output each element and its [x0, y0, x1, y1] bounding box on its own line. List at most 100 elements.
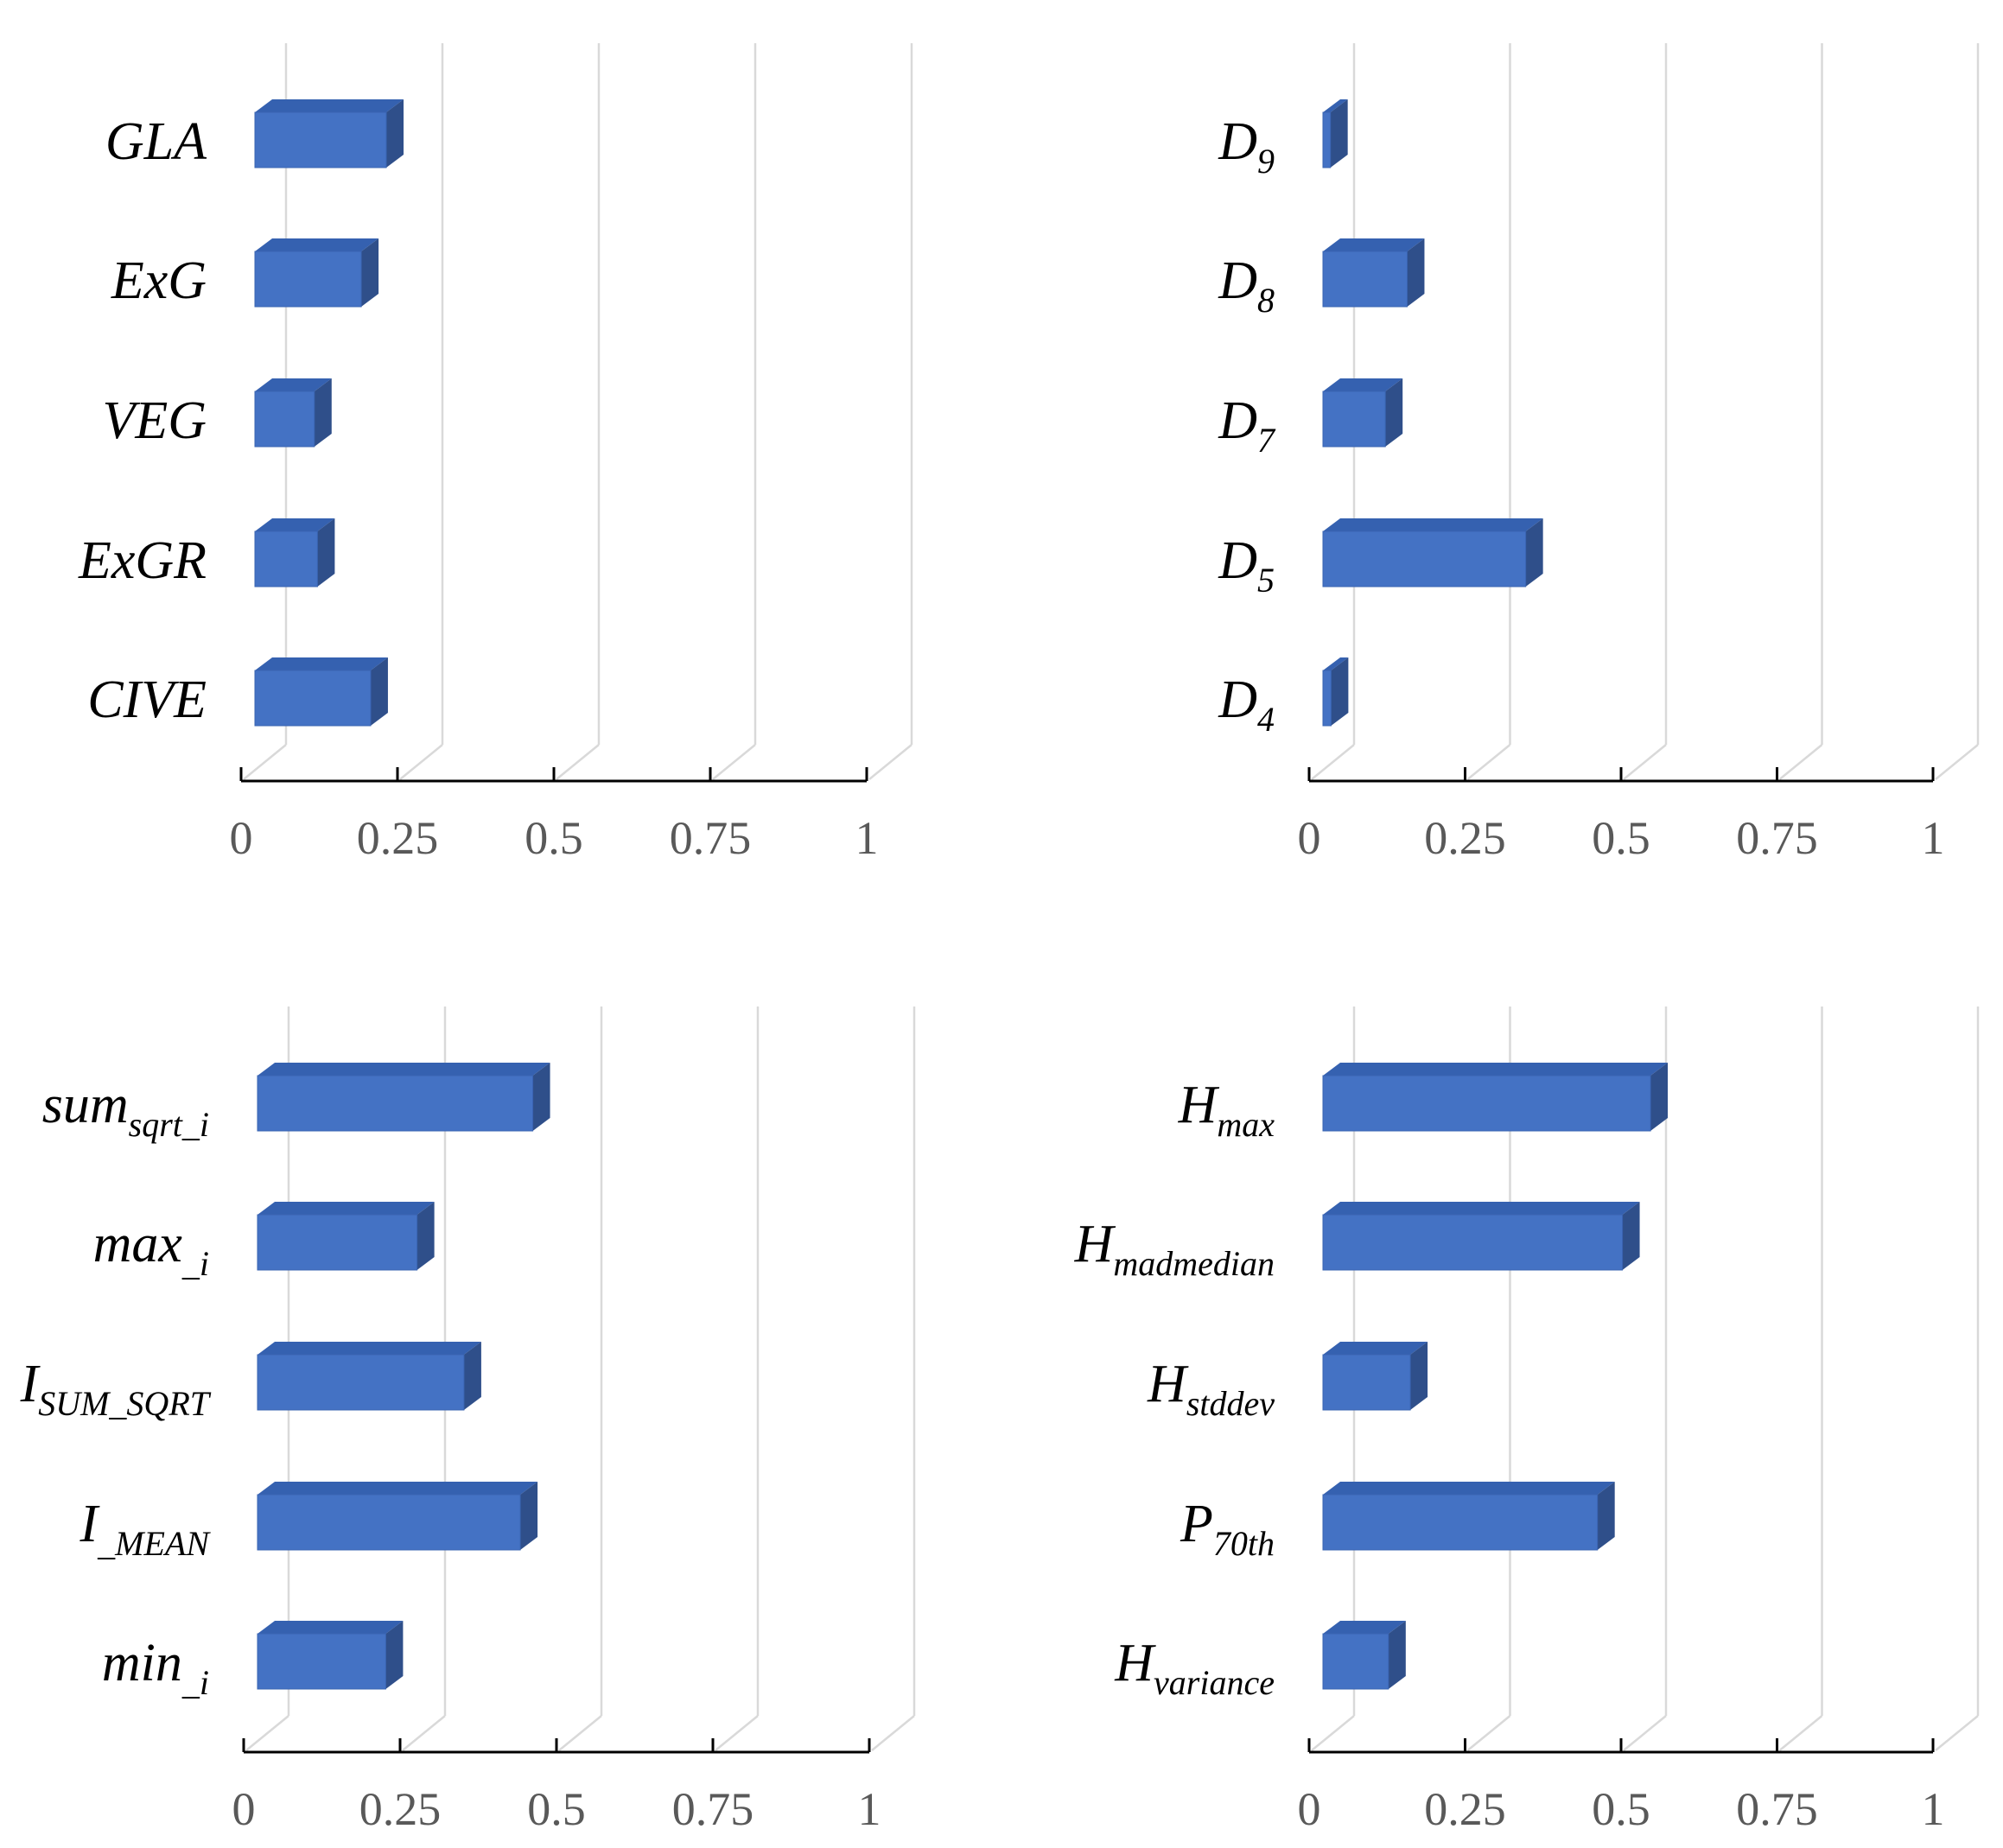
category-label-subscript: 5: [1257, 561, 1275, 600]
bar-front-face: [1322, 1354, 1411, 1411]
bar-side-face: [1650, 1063, 1669, 1131]
bar-top-face: [1323, 1482, 1615, 1495]
bar-top-face: [1323, 657, 1349, 670]
gridline-floor: [1623, 1715, 1667, 1751]
gridline-floor: [1623, 744, 1667, 780]
x-tick-label: 0: [1298, 1783, 1321, 1835]
gridline: [1935, 1007, 1980, 1751]
category-label: min_i: [102, 1634, 209, 1702]
gridline-floor: [1935, 1715, 1979, 1751]
bar-side-face: [317, 518, 335, 587]
bar-side-face: [386, 99, 404, 168]
bar-exg: [254, 238, 379, 308]
gridline: [715, 1007, 760, 1751]
gridline-floor: [868, 744, 912, 780]
category-label-subscript: SUM_SQRT: [38, 1384, 212, 1423]
bar-front-face: [1322, 1633, 1389, 1690]
bar-side-face: [1330, 99, 1348, 168]
bar-top-face: [258, 1621, 404, 1634]
bar-side-face: [532, 1063, 550, 1131]
category-label: I_MEAN: [79, 1495, 211, 1563]
category-label-subscript: 4: [1257, 700, 1275, 739]
bar-d-5: [1322, 518, 1543, 587]
x-tick-label: 1: [855, 812, 879, 864]
bar-front-face: [1322, 1494, 1599, 1551]
category-label-main: H: [1114, 1634, 1156, 1692]
gridline: [871, 1007, 916, 1751]
x-tick-label: 0.75: [672, 1783, 754, 1835]
bar-front-face: [257, 1633, 386, 1690]
bar-top-face: [1323, 99, 1348, 112]
bar-front-face: [257, 1354, 465, 1411]
bar-front-face: [254, 530, 318, 587]
bar-i-sum-sqrt: [257, 1342, 481, 1411]
bar-cive: [254, 657, 388, 727]
bar-h-variance: [1322, 1621, 1406, 1690]
gridline: [558, 1007, 603, 1751]
gridline: [712, 43, 757, 780]
bar-gla: [254, 99, 404, 168]
bar-top-face: [258, 1063, 550, 1076]
chart-panel-bottom-right: 0 0.25 0.5 0.75 1HmaxHmadmedianHstddevP70thH…: [1074, 1007, 1980, 1835]
category-label-main: D: [1218, 251, 1257, 310]
bar-side-face: [1525, 518, 1543, 587]
bar-top-face: [1323, 1202, 1640, 1215]
x-tick-label: 0: [1298, 812, 1321, 864]
bar-top-face: [258, 1342, 481, 1355]
category-label-main: min: [102, 1634, 182, 1692]
bar-max-i: [257, 1202, 435, 1271]
bar-h-stddev: [1322, 1342, 1428, 1411]
category-label-subscript: 70th: [1213, 1524, 1275, 1563]
x-tick-label: 0.25: [1424, 812, 1506, 864]
bar-front-face: [254, 391, 315, 448]
category-label-main: D: [1218, 531, 1257, 590]
category-label-main: sum: [42, 1076, 129, 1134]
gridline: [868, 43, 913, 780]
bar-front-face: [1322, 111, 1332, 168]
x-tick-label: 0.25: [357, 812, 439, 864]
category-label-main: H: [1147, 1355, 1189, 1413]
bar-side-face: [385, 1621, 404, 1689]
bar-front-face: [254, 670, 372, 727]
category-label-main: GLA: [105, 112, 207, 171]
bar-top-face: [1323, 1342, 1428, 1355]
x-tick-label: 0: [230, 812, 253, 864]
category-label: D4: [1218, 670, 1275, 739]
bar-side-face: [1407, 238, 1425, 307]
bar-top-face: [255, 378, 332, 391]
bar-top-face: [255, 238, 379, 251]
bar-h-max: [1322, 1063, 1669, 1132]
x-tick-label: 1: [1922, 812, 1945, 864]
bar-side-face: [361, 238, 379, 307]
category-label-main: D: [1218, 112, 1257, 171]
category-label-main: I: [20, 1355, 41, 1413]
bar-d-8: [1322, 238, 1425, 308]
bar-top-face: [1323, 1621, 1406, 1634]
bar-exgr: [254, 518, 335, 587]
bar-side-face: [463, 1342, 481, 1410]
x-tick-label: 0.5: [525, 812, 583, 864]
category-label-subscript: max: [1217, 1105, 1275, 1144]
bar-p-70th: [1322, 1482, 1615, 1551]
bar-h-madmedian: [1322, 1202, 1640, 1271]
x-tick-label: 0.25: [359, 1783, 442, 1835]
category-label-main: D: [1218, 670, 1257, 729]
category-label-main: D: [1218, 391, 1257, 450]
x-tick-label: 0.75: [1736, 812, 1818, 864]
category-label-subscript: madmedian: [1113, 1244, 1275, 1283]
gridline-floor: [1311, 1715, 1355, 1751]
category-label-main: H: [1178, 1076, 1220, 1134]
bar-d-4: [1322, 657, 1349, 727]
gridline-floor: [1311, 744, 1355, 780]
x-tick-label: 0.5: [1592, 1783, 1650, 1835]
bar-d-7: [1322, 378, 1403, 448]
gridline-floor: [245, 1715, 289, 1751]
gridline-floor: [715, 1715, 759, 1751]
bar-top-face: [255, 518, 335, 531]
category-label-subscript: 7: [1257, 421, 1276, 460]
category-label-subscript: 9: [1257, 142, 1275, 181]
category-label-main: H: [1074, 1215, 1116, 1273]
gridline: [1935, 43, 1980, 780]
category-label-subscript: sqrt_i: [129, 1105, 209, 1144]
